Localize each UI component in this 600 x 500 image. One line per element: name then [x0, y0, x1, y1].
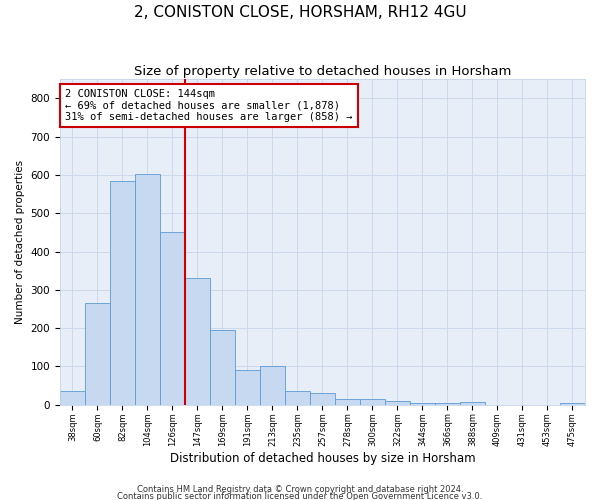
Bar	[260, 366, 285, 405]
X-axis label: Distribution of detached houses by size in Horsham: Distribution of detached houses by size …	[170, 452, 475, 465]
Bar	[435, 403, 460, 405]
Bar	[285, 392, 310, 405]
Text: Contains HM Land Registry data © Crown copyright and database right 2024.: Contains HM Land Registry data © Crown c…	[137, 486, 463, 494]
Bar	[460, 402, 485, 405]
Text: 2, CONISTON CLOSE, HORSHAM, RH12 4GU: 2, CONISTON CLOSE, HORSHAM, RH12 4GU	[134, 5, 466, 20]
Bar	[335, 399, 360, 405]
Bar	[160, 232, 185, 405]
Bar	[235, 370, 260, 405]
Bar	[110, 180, 135, 405]
Bar	[310, 394, 335, 405]
Bar	[385, 401, 410, 405]
Bar	[135, 174, 160, 405]
Text: 2 CONISTON CLOSE: 144sqm
← 69% of detached houses are smaller (1,878)
31% of sem: 2 CONISTON CLOSE: 144sqm ← 69% of detach…	[65, 89, 353, 122]
Bar	[360, 399, 385, 405]
Bar	[410, 403, 435, 405]
Bar	[560, 403, 585, 405]
Title: Size of property relative to detached houses in Horsham: Size of property relative to detached ho…	[134, 65, 511, 78]
Bar	[60, 392, 85, 405]
Bar	[185, 278, 210, 405]
Text: Contains public sector information licensed under the Open Government Licence v3: Contains public sector information licen…	[118, 492, 482, 500]
Bar	[210, 330, 235, 405]
Bar	[85, 304, 110, 405]
Y-axis label: Number of detached properties: Number of detached properties	[15, 160, 25, 324]
